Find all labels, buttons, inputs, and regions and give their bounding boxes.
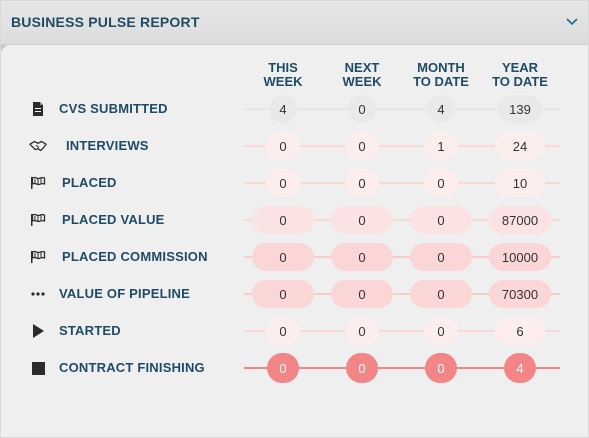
value-cell[interactable]: 0 [345,317,379,345]
column-header-line1: THIS [268,60,298,75]
column-header-line2: WEEK [342,74,382,89]
column-header: NEXT WEEK [322,61,402,89]
value-cell[interactable]: 4 [504,353,536,383]
row-divider [244,219,560,221]
value-cell[interactable]: 87000 [489,206,551,234]
value-cell[interactable]: 0 [410,280,472,308]
ellipsis-icon [29,285,47,303]
row-divider [244,367,560,369]
column-header-line2: WEEK [263,74,303,89]
row-divider [244,182,560,184]
value-cell[interactable]: 0 [345,132,379,160]
widget-title: BUSINESS PULSE REPORT [11,14,200,30]
handshake-icon [29,137,47,155]
value-cell[interactable]: 0 [410,243,472,271]
row-divider [244,256,560,258]
row-label: PLACED [62,175,117,190]
row-label: CONTRACT FINISHING [59,360,205,375]
value-cell[interactable]: 4 [427,95,455,123]
value-cell[interactable]: 0 [252,280,314,308]
row-divider [244,145,560,147]
column-header: THIS WEEK [243,61,323,89]
row-label: STARTED [59,323,121,338]
value-cell[interactable]: 0 [348,95,376,123]
row-label: CVS SUBMITTED [59,101,168,116]
column-header: MONTH TO DATE [401,61,481,89]
value-cell[interactable]: 0 [425,353,457,383]
row-label: PLACED VALUE [62,212,165,227]
value-cell[interactable]: 0 [267,353,299,383]
header-notch [1,45,7,51]
play-icon [29,322,47,340]
value-cell[interactable]: 24 [495,132,545,160]
value-cell[interactable]: 0 [331,206,393,234]
document-icon [29,100,47,118]
value-cell[interactable]: 6 [495,317,545,345]
value-cell[interactable]: 0 [345,169,379,197]
flag-icon [29,211,47,229]
value-cell[interactable]: 0 [266,169,300,197]
row-label: INTERVIEWS [66,138,149,153]
value-cell[interactable]: 0 [266,317,300,345]
column-header-line1: YEAR [501,60,539,75]
row-divider [244,293,560,295]
value-cell[interactable]: 0 [424,317,458,345]
row-label: VALUE OF PIPELINE [59,286,191,301]
row-divider [244,330,560,332]
value-cell[interactable]: 0 [424,169,458,197]
column-header-line2: TO DATE [413,74,469,89]
value-cell[interactable]: 70300 [489,280,551,308]
stop-icon [29,359,47,377]
value-cell[interactable]: 0 [331,243,393,271]
value-cell[interactable]: 4 [269,95,297,123]
value-cell[interactable]: 0 [331,280,393,308]
value-cell[interactable]: 139 [498,95,542,123]
row-divider [244,108,560,110]
widget-header: BUSINESS PULSE REPORT [1,1,588,45]
value-cell[interactable]: 0 [266,132,300,160]
column-header: YEAR TO DATE [480,61,560,89]
value-cell[interactable]: 0 [252,243,314,271]
flag-icon [29,248,47,266]
value-cell[interactable]: 0 [252,206,314,234]
chevron-down-icon[interactable] [563,13,581,31]
value-cell[interactable]: 10 [495,169,545,197]
column-header-line1: NEXT [344,60,380,75]
column-header-line2: TO DATE [492,74,548,89]
value-cell[interactable]: 0 [410,206,472,234]
value-cell[interactable]: 0 [346,353,378,383]
column-header-line1: MONTH [417,60,465,75]
row-label: PLACED COMMISSION [62,249,208,264]
value-cell[interactable]: 10000 [489,243,551,271]
value-cell[interactable]: 1 [424,132,458,160]
flag-icon [29,174,47,192]
